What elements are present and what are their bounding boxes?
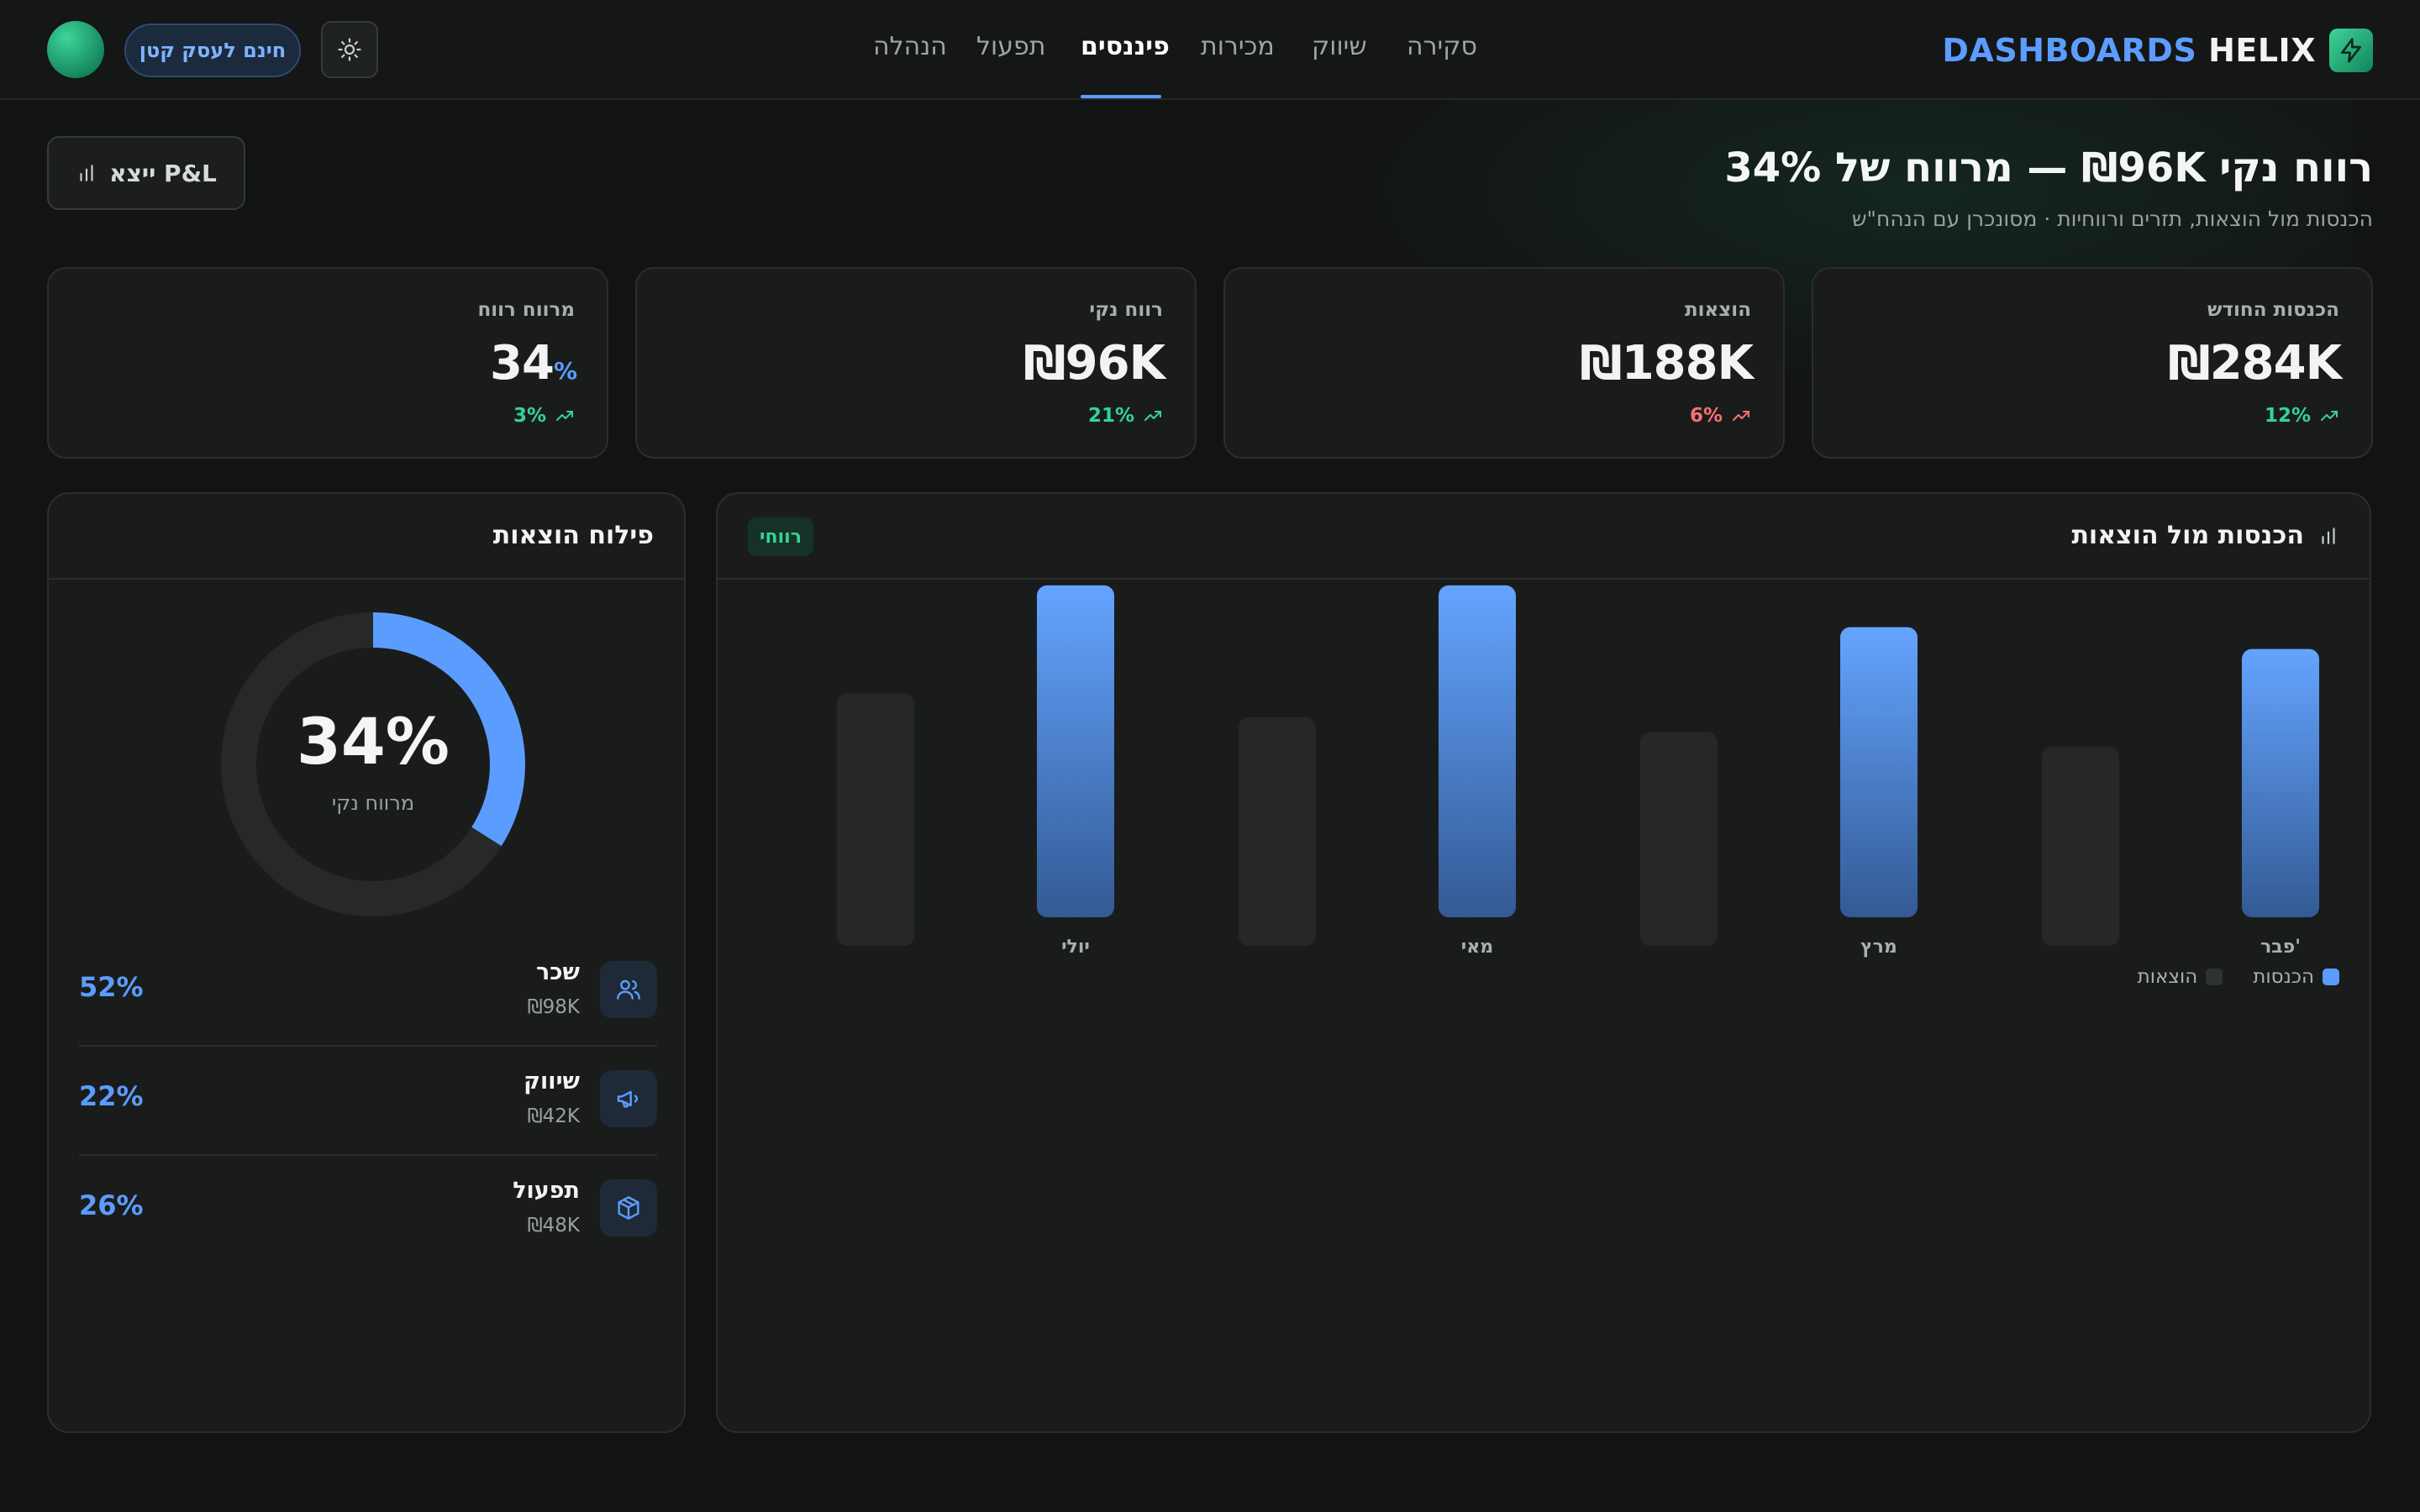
bar-category-label: יולי bbox=[1061, 937, 1090, 958]
revenue-bar[interactable] bbox=[1439, 585, 1516, 917]
panel-header: הכנסות מול הוצאות רווחי bbox=[718, 494, 2370, 580]
kpi-delta: 3% bbox=[513, 405, 575, 427]
expense-amount: ₪42K bbox=[527, 1105, 580, 1127]
expense-percent: 22% bbox=[79, 1080, 144, 1112]
export-pl-label: ייצא P&L bbox=[109, 159, 217, 187]
expense-bar[interactable] bbox=[2042, 747, 2119, 946]
avatar[interactable] bbox=[47, 21, 104, 78]
trend-up-icon bbox=[2321, 411, 2338, 421]
nav-active-indicator bbox=[1081, 95, 1161, 98]
nav-item-operations[interactable]: תפעול bbox=[976, 32, 1046, 61]
revenue-expenses-chart: פבר' מרץ מאי יולי bbox=[837, 585, 2319, 958]
kpi-delta: 12% bbox=[2265, 405, 2339, 427]
brand[interactable]: DASHBOARDS HELIX bbox=[1942, 25, 2373, 76]
nav-item-marketing[interactable]: שיווק bbox=[1312, 32, 1367, 61]
panel-title: פילוח הוצאות bbox=[492, 521, 654, 550]
kpi-value: ₪188K bbox=[1580, 336, 1754, 391]
expense-amount: ₪48K bbox=[527, 1215, 580, 1236]
trend-up-icon bbox=[1733, 411, 1749, 421]
expense-name: שיווק bbox=[523, 1068, 580, 1095]
expense-bar[interactable] bbox=[1640, 732, 1718, 946]
page-title: רווח נקי ₪96K — מרווח של 34% bbox=[1724, 144, 2373, 192]
nav-item-overview[interactable]: סקירה bbox=[1407, 32, 1477, 61]
expense-percent: 26% bbox=[79, 1189, 144, 1221]
kpi-label: הכנסות החודש bbox=[2207, 299, 2339, 321]
theme-toggle-button[interactable] bbox=[321, 21, 378, 78]
legend-item-expenses: הוצאות bbox=[2138, 966, 2223, 988]
expense-bar[interactable] bbox=[837, 693, 914, 946]
bar-chart-icon bbox=[80, 165, 93, 181]
bolt-icon bbox=[2329, 29, 2373, 72]
expense-bar[interactable] bbox=[1239, 717, 1316, 946]
panel-title: הכנסות מול הוצאות bbox=[2071, 521, 2339, 550]
top-bar: חינם לעסק קטן סקירה שיווק מכירות פיננסים… bbox=[0, 0, 2420, 100]
trend-up-icon bbox=[1144, 411, 1161, 421]
kpi-delta: 6% bbox=[1690, 405, 1751, 427]
sun-icon bbox=[338, 38, 361, 61]
kpi-card-revenue: הכנסות החודש ₪284K 12% bbox=[1812, 267, 2373, 459]
donut-label: מרווח נקי bbox=[331, 791, 415, 815]
legend-item-revenue: הכנסות bbox=[2253, 966, 2339, 988]
expense-row-operations[interactable]: תפעול ₪48K 26% bbox=[79, 1156, 657, 1265]
donut-slice-margin bbox=[221, 612, 525, 916]
bar-category-label: מרץ bbox=[1860, 937, 1897, 958]
expense-breakdown-panel: פילוח הוצאות 34% מרווח נקי שכר ₪98K 52% … bbox=[47, 492, 686, 1433]
expense-amount: ₪98K bbox=[527, 996, 580, 1018]
revenue-bar[interactable] bbox=[1037, 585, 1114, 917]
export-pl-button[interactable]: ייצא P&L bbox=[47, 136, 245, 210]
kpi-value: ₪96K bbox=[1023, 336, 1165, 391]
nav-item-finance[interactable]: פיננסים bbox=[1081, 32, 1170, 61]
kpi-card-expenses: הוצאות ₪188K 6% bbox=[1223, 267, 1785, 459]
expense-percent: 52% bbox=[79, 971, 144, 1003]
kpi-delta: 21% bbox=[1088, 405, 1163, 427]
kpi-card-net-profit: רווח נקי ₪96K 21% bbox=[635, 267, 1197, 459]
expense-row-salary[interactable]: שכר ₪98K 52% bbox=[79, 937, 657, 1047]
margin-donut: 34% מרווח נקי bbox=[213, 605, 533, 924]
expense-name: שכר bbox=[535, 959, 580, 985]
revenue-expenses-panel: הכנסות מול הוצאות רווחי פבר' מרץ מאי יולי ה… bbox=[716, 492, 2371, 1433]
free-plan-button[interactable]: חינם לעסק קטן bbox=[124, 24, 301, 77]
box-icon bbox=[600, 1179, 657, 1236]
bar-category-label: מאי bbox=[1461, 937, 1493, 958]
trend-up-icon bbox=[556, 411, 573, 421]
expense-row-marketing[interactable]: שיווק ₪42K 22% bbox=[79, 1047, 657, 1156]
kpi-value: 34% bbox=[490, 336, 577, 391]
profitable-badge: רווחי bbox=[748, 517, 813, 556]
chart-legend: הכנסות הוצאות bbox=[2138, 966, 2339, 988]
kpi-label: מרווח רווח bbox=[477, 299, 575, 321]
nav-item-management[interactable]: הנהלה bbox=[873, 32, 947, 61]
revenue-bar[interactable] bbox=[2242, 648, 2319, 917]
page-subtitle: הכנסות מול הוצאות, תזרים ורווחיות · מסונ… bbox=[1851, 207, 2373, 231]
donut-value: 34% bbox=[297, 704, 450, 779]
kpi-label: הוצאות bbox=[1684, 299, 1751, 321]
kpi-value: ₪284K bbox=[2168, 336, 2342, 391]
brand-name: DASHBOARDS HELIX bbox=[1942, 32, 2316, 69]
revenue-bar[interactable] bbox=[1840, 627, 1918, 917]
panel-header: פילוח הוצאות bbox=[49, 494, 684, 580]
expense-name: תפעול bbox=[513, 1178, 580, 1204]
nav-item-sales[interactable]: מכירות bbox=[1201, 32, 1275, 61]
users-icon bbox=[600, 961, 657, 1018]
megaphone-icon bbox=[600, 1070, 657, 1127]
kpi-label: רווח נקי bbox=[1089, 299, 1163, 321]
bar-category-label: פבר' bbox=[2260, 937, 2301, 958]
bar-chart-icon bbox=[2322, 527, 2335, 544]
kpi-card-margin: מרווח רווח 34% 3% bbox=[47, 267, 608, 459]
